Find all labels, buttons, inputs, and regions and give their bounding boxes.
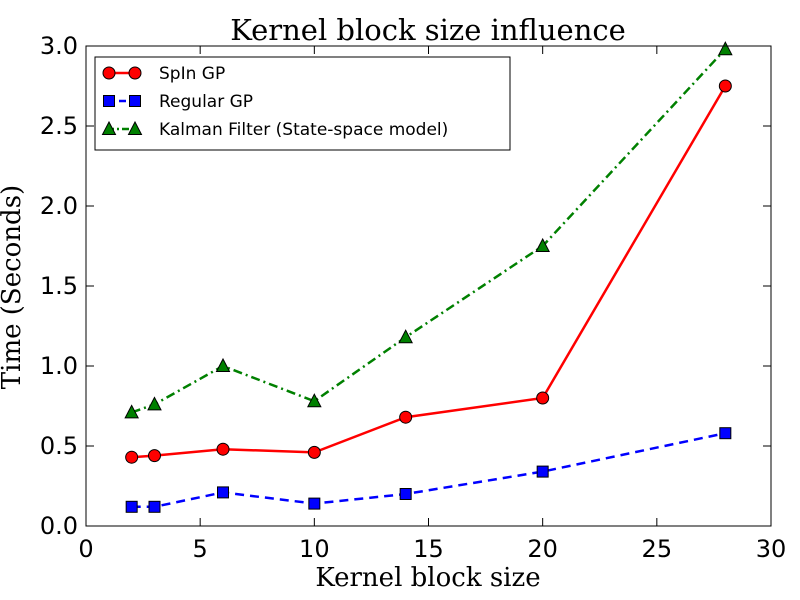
data-point <box>307 393 322 408</box>
data-point <box>718 79 732 93</box>
legend-label: Kalman Filter (State-space model) <box>159 120 448 140</box>
data-point <box>308 497 321 510</box>
legend-marker <box>129 95 141 107</box>
data-point <box>307 445 321 459</box>
x-tick-label: 0 <box>78 535 93 563</box>
x-tick-label: 15 <box>413 535 444 563</box>
series-2 <box>125 427 732 513</box>
data-point <box>536 391 550 405</box>
data-point <box>125 500 138 513</box>
legend-item-1: SpIn GP <box>102 64 225 84</box>
data-point <box>217 486 229 499</box>
legend-marker <box>102 66 116 80</box>
data-point <box>718 41 733 56</box>
chart-title: Kernel block size influence <box>230 13 626 47</box>
data-point <box>148 500 161 513</box>
y-axis-label: Time (Seconds) <box>0 185 27 389</box>
data-point <box>719 427 732 440</box>
legend-marker <box>101 120 117 135</box>
legend: SpIn GP Regular GP Kalman Filter (State-sp… <box>94 56 511 151</box>
x-tick-label: 25 <box>642 535 673 563</box>
y-tick-label: 0.0 <box>40 512 78 540</box>
series-3 <box>124 41 733 419</box>
x-tick-label: 30 <box>756 535 787 563</box>
legend-label: SpIn GP <box>159 64 225 84</box>
series-1 <box>125 79 732 464</box>
data-point <box>148 449 161 463</box>
x-tick-label: 20 <box>527 535 558 563</box>
y-tick-label: 2.5 <box>40 112 78 140</box>
y-tick-label: 0.5 <box>40 432 78 460</box>
legend-item-3: Kalman Filter (State-space model) <box>101 120 448 140</box>
y-tick-label: 2.0 <box>40 192 78 220</box>
data-point <box>398 329 413 344</box>
legend-marker <box>128 66 142 80</box>
data-point <box>399 488 412 500</box>
data-point <box>216 442 230 456</box>
y-tick-label: 1.5 <box>40 272 78 300</box>
x-tick-label: 5 <box>193 535 208 563</box>
y-tick-label: 1.0 <box>40 352 78 380</box>
data-point <box>399 410 413 424</box>
legend-marker <box>103 95 115 107</box>
x-axis-label: Kernel block size <box>315 563 540 593</box>
data-point <box>147 396 162 411</box>
data-point <box>125 450 139 464</box>
legend-box <box>94 56 511 151</box>
plot-area: 0 5 10 15 20 25 30 0.0 0.5 1.0 1.5 2.0 2.5 3.0 <box>40 32 786 563</box>
x-tick-label: 10 <box>299 535 330 563</box>
legend-item-2: Regular GP <box>103 92 253 112</box>
data-point <box>535 237 550 252</box>
legend-marker <box>127 120 143 135</box>
data-point <box>536 465 549 478</box>
y-tick-label: 3.0 <box>40 32 78 60</box>
data-point <box>124 404 139 419</box>
data-point <box>215 357 231 372</box>
legend-label: Regular GP <box>159 92 253 112</box>
